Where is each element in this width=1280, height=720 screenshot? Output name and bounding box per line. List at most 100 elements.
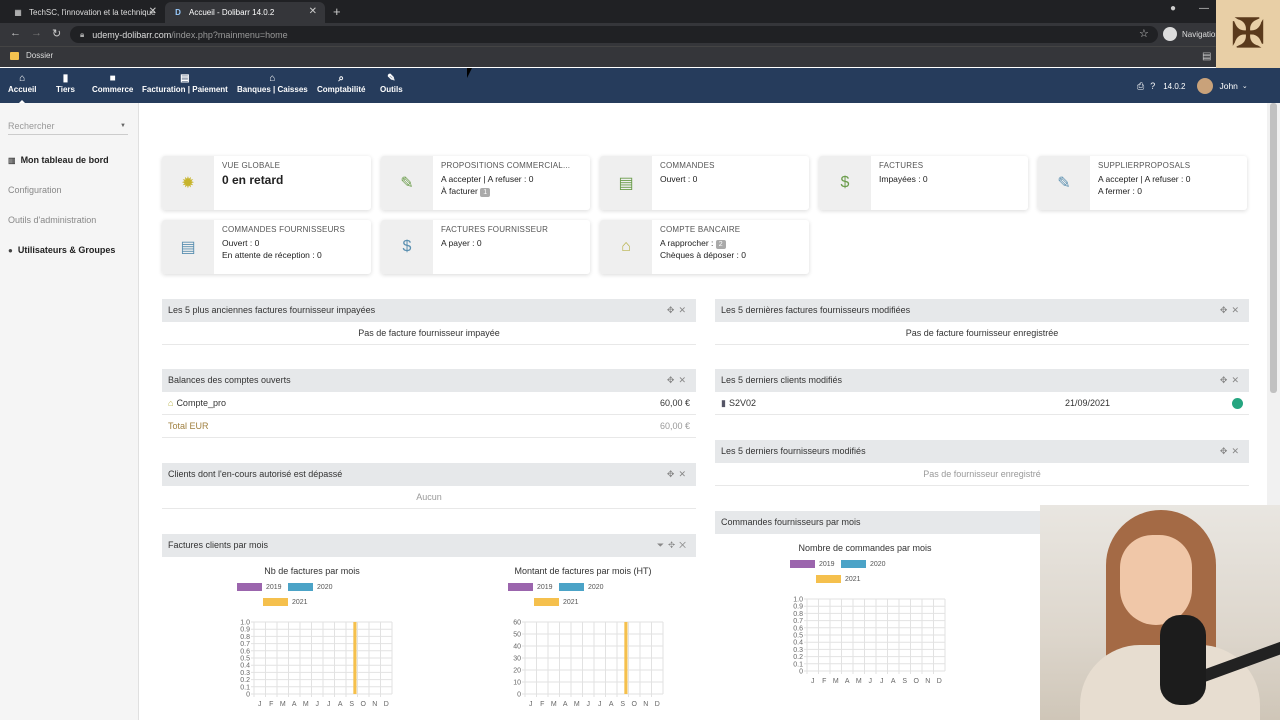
panel-actions[interactable]: ✥✕ <box>1219 305 1243 315</box>
dropdown-caret-icon[interactable]: ▼ <box>120 123 126 129</box>
sidebar-item-dashboard[interactable]: ▥ Mon tableau de bord <box>8 155 109 165</box>
legend-item-2021[interactable]: 2021 <box>263 598 308 606</box>
panel-title: Les 5 derniers fournisseurs modifiés <box>721 446 866 456</box>
box-factures[interactable]: $ FACTURES Impayées : 0 <box>819 156 1028 210</box>
invoice-icon: ▤ <box>180 73 190 84</box>
building-icon: ▮ <box>721 398 726 408</box>
box-compte-bancaire[interactable]: ⌂ COMPTE BANCAIRE A rapprocher : 2 Chèques… <box>600 220 809 274</box>
box-line[interactable]: Ouvert : 0 <box>660 174 698 184</box>
legend-item-2019[interactable]: 2019 <box>237 583 282 591</box>
y-tick-label: 0.5 <box>793 633 803 640</box>
print-icon[interactable]: ⎙ <box>1137 80 1145 91</box>
sidebar-item-admin-tools[interactable]: Outils d'administration <box>8 215 96 225</box>
help-icon[interactable]: ? <box>1150 81 1156 91</box>
user-avatar[interactable] <box>1197 78 1214 94</box>
menu-facturation[interactable]: ▤ Facturation | Paiement <box>142 72 228 94</box>
panel-actions[interactable]: ✥✕ <box>1219 375 1243 385</box>
y-tick-label: 30 <box>513 656 521 663</box>
legend-item-2020[interactable]: 2020 <box>841 560 886 568</box>
panel-credit-exceeded: Clients dont l'en-cours autorisé est dép… <box>162 463 696 509</box>
bookmark-folder[interactable]: Dossier <box>10 51 53 60</box>
box-factures-fournisseur[interactable]: $ FACTURES FOURNISSEUR A payer : 0 <box>381 220 590 274</box>
search-placeholder: Rechercher <box>8 121 55 131</box>
legend-item-2020[interactable]: 2020 <box>559 583 604 591</box>
box-supplierproposals[interactable]: ✎ SUPPLIERPROPOSALS A accepter | A refuse… <box>1038 156 1247 210</box>
browser-tab-dolibarr[interactable]: D Accueil - Dolibarr 14.0.2 ✕ <box>165 2 325 23</box>
x-tick-label: M <box>303 701 309 708</box>
browser-tab-techsc[interactable]: ▦ TechSC, l'innovation et la technique ✕ <box>5 2 165 23</box>
menu-banques[interactable]: ⌂ Banques | Caisses <box>237 72 308 94</box>
menu-outils[interactable]: ✎ Outils <box>380 72 403 94</box>
x-tick-label: A <box>891 678 896 685</box>
menu-accueil[interactable]: ⌂ Accueil <box>8 72 36 104</box>
minimize-icon[interactable]: — <box>1199 3 1209 14</box>
legend-item-2021[interactable]: 2021 <box>534 598 579 606</box>
bar-2021-S[interactable] <box>353 622 357 694</box>
box-line[interactable]: Impayées : 0 <box>879 174 928 184</box>
box-commandes-fournisseurs[interactable]: ▤ COMMANDES FOURNISSEURS Ouvert : 0 En att… <box>162 220 371 274</box>
order-icon: ▤ <box>600 156 652 210</box>
box-line[interactable]: En attente de réception : 0 <box>222 250 322 260</box>
tab-search-icon[interactable]: ● <box>1170 3 1177 14</box>
sidebar-item-users-groups[interactable]: ● Utilisateurs & Groupes <box>8 245 115 255</box>
reload-icon[interactable]: ↻ <box>52 28 62 40</box>
panel-actions[interactable]: ✥✕ <box>666 305 690 315</box>
bookmark-label: Dossier <box>26 51 54 60</box>
panel-actions[interactable]: ✥✕ <box>1219 446 1243 456</box>
y-tick-label: 0.2 <box>793 654 803 661</box>
menu-label: Comptabilité <box>317 85 366 94</box>
box-line[interactable]: A accepter | A refuser : 0 <box>441 174 534 184</box>
presenter-face <box>1120 535 1192 625</box>
menu-commerce[interactable]: ■ Commerce <box>92 72 133 94</box>
menu-label: Facturation | Paiement <box>142 85 228 94</box>
close-tab-icon[interactable]: ✕ <box>148 6 157 17</box>
chart-title: Nombre de commandes par mois <box>798 543 932 553</box>
box-line[interactable]: À facturer <box>441 186 478 196</box>
bank-icon: ⌂ <box>168 398 174 408</box>
box-line[interactable]: A rapprocher : <box>660 238 714 248</box>
box-commandes[interactable]: ▤ COMMANDES Ouvert : 0 <box>600 156 809 210</box>
account-link[interactable]: Compte_pro <box>176 398 226 408</box>
box-line[interactable]: A payer : 0 <box>441 238 482 248</box>
user-name[interactable]: John <box>1219 81 1238 91</box>
box-vue-globale[interactable]: ✹ VUE GLOBALE 0 en retard <box>162 156 371 210</box>
forward-icon[interactable]: → <box>31 27 42 39</box>
panel-actions[interactable]: ✥✕ <box>666 469 690 479</box>
search-input[interactable]: Rechercher ▼ <box>8 121 128 135</box>
menu-label: Outils <box>380 85 403 94</box>
legend-swatch <box>237 583 262 591</box>
legend-item-2020[interactable]: 2020 <box>288 583 333 591</box>
legend-item-2019[interactable]: 2019 <box>790 560 835 568</box>
box-line[interactable]: A fermer : 0 <box>1098 186 1142 196</box>
legend-item-2019[interactable]: 2019 <box>508 583 553 591</box>
client-link[interactable]: S2V02 <box>728 398 756 408</box>
profile-button[interactable]: Navigation <box>1163 27 1220 41</box>
panel-actions[interactable]: ✥✕ <box>666 375 690 385</box>
close-tab-icon[interactable]: ✕ <box>308 6 317 17</box>
sidebar-item-configuration[interactable]: Configuration <box>8 185 62 195</box>
menu-tiers[interactable]: ▮ Tiers <box>56 72 75 94</box>
box-line[interactable]: Ouvert : 0 <box>222 238 260 248</box>
url-input[interactable]: 🔒︎ udemy-dolibarr.com/index.php?mainmenu… <box>70 26 1158 43</box>
reading-list-icon[interactable]: ▤ <box>1202 51 1212 62</box>
x-tick-label: F <box>540 701 544 708</box>
box-value[interactable]: 0 en retard <box>222 173 284 187</box>
empty-message: Aucun <box>162 486 696 509</box>
bar-2021-S[interactable] <box>624 622 628 694</box>
scrollbar-thumb[interactable] <box>1270 103 1277 393</box>
x-tick-label: S <box>902 678 907 685</box>
chevron-down-icon[interactable]: ⌄ <box>1241 83 1248 90</box>
legend-swatch <box>288 583 313 591</box>
box-line[interactable]: A accepter | A refuser : 0 <box>1098 174 1191 184</box>
panel-actions[interactable]: ⏷✥✕ <box>656 540 690 550</box>
box-propositions[interactable]: ✎ PROPOSITIONS COMMERCIAL... A accepter |… <box>381 156 590 210</box>
bookmark-star-icon[interactable]: ☆ <box>1139 28 1149 40</box>
legend-item-2021[interactable]: 2021 <box>816 575 861 583</box>
menu-comptabilite[interactable]: ⌕ Comptabilité <box>317 72 365 94</box>
y-tick-label: 50 <box>513 632 521 639</box>
new-tab-icon[interactable]: + <box>333 4 341 19</box>
box-line[interactable]: Chèques à déposer : 0 <box>660 250 747 260</box>
menu-label: Tiers <box>56 85 75 94</box>
back-icon[interactable]: ← <box>10 27 21 39</box>
